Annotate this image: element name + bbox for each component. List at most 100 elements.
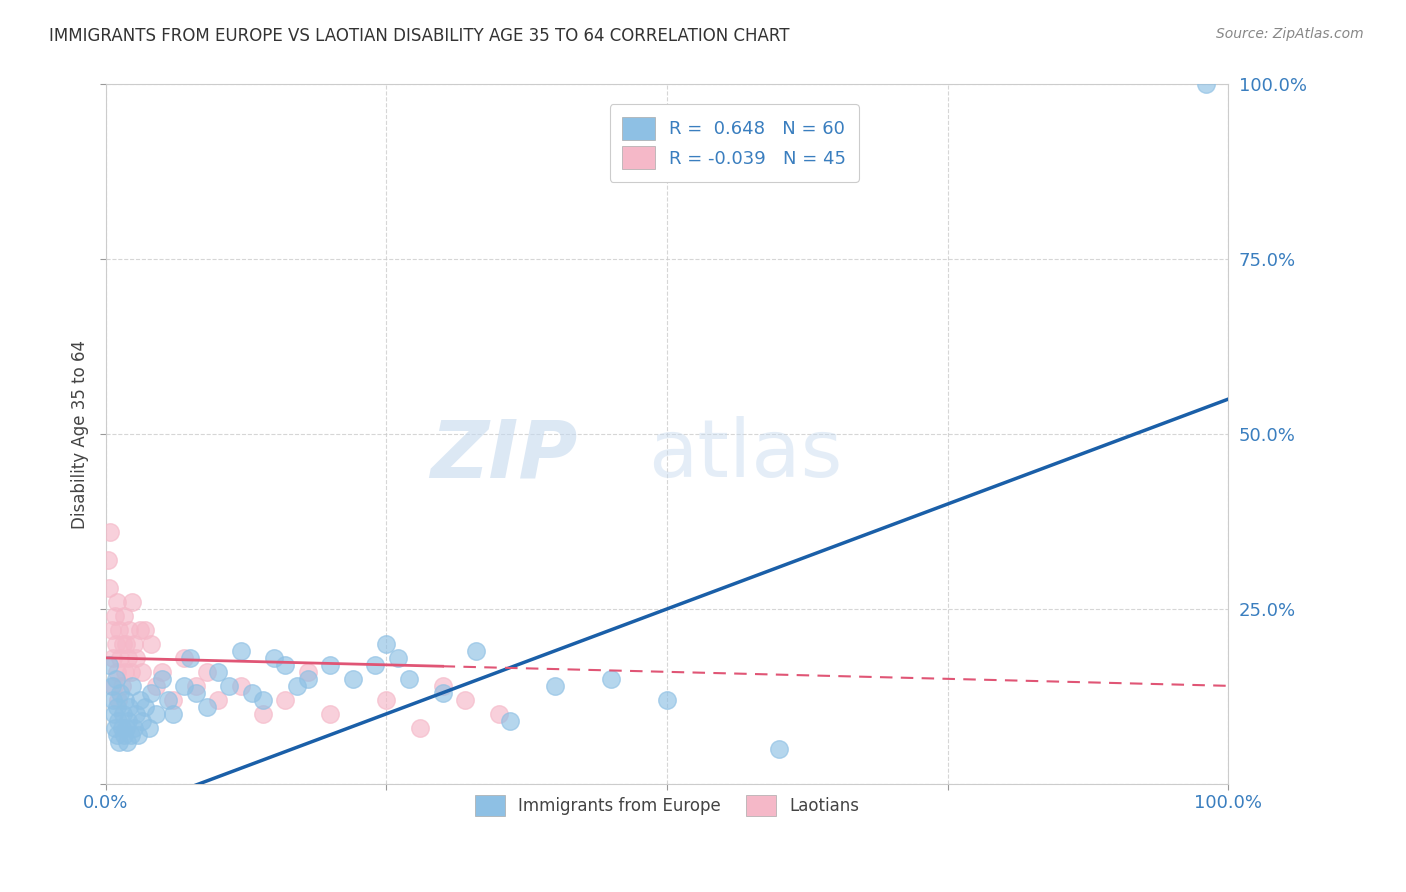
Point	[112, 728, 135, 742]
Point	[101, 651, 124, 665]
Point	[145, 679, 167, 693]
Point	[108, 623, 131, 637]
Point	[207, 665, 229, 679]
Point	[145, 706, 167, 721]
Point	[162, 706, 184, 721]
Point	[122, 721, 145, 735]
Point	[375, 637, 398, 651]
Point	[768, 741, 790, 756]
Point	[387, 651, 409, 665]
Point	[120, 665, 142, 679]
Point	[156, 693, 179, 707]
Point	[139, 637, 162, 651]
Point	[112, 608, 135, 623]
Point	[195, 665, 218, 679]
Point	[118, 699, 141, 714]
Point	[107, 714, 129, 728]
Point	[103, 706, 125, 721]
Point	[432, 679, 454, 693]
Point	[128, 623, 150, 637]
Point	[117, 651, 139, 665]
Point	[111, 721, 134, 735]
Point	[114, 665, 136, 679]
Point	[104, 721, 127, 735]
Point	[98, 581, 121, 595]
Point	[105, 637, 128, 651]
Point	[122, 637, 145, 651]
Point	[127, 728, 149, 742]
Point	[134, 699, 156, 714]
Point	[342, 672, 364, 686]
Point	[375, 693, 398, 707]
Point	[103, 679, 125, 693]
Point	[134, 623, 156, 637]
Point	[600, 672, 623, 686]
Point	[110, 686, 132, 700]
Point	[118, 623, 141, 637]
Point	[274, 693, 297, 707]
Legend: Immigrants from Europe, Laotians: Immigrants from Europe, Laotians	[467, 786, 868, 824]
Point	[107, 693, 129, 707]
Y-axis label: Disability Age 35 to 64: Disability Age 35 to 64	[72, 340, 89, 529]
Point	[100, 623, 122, 637]
Point	[115, 721, 138, 735]
Text: IMMIGRANTS FROM EUROPE VS LAOTIAN DISABILITY AGE 35 TO 64 CORRELATION CHART: IMMIGRANTS FROM EUROPE VS LAOTIAN DISABI…	[49, 27, 790, 45]
Point	[1195, 78, 1218, 92]
Point	[98, 657, 121, 672]
Point	[100, 679, 122, 693]
Point	[229, 679, 252, 693]
Point	[125, 706, 148, 721]
Point	[184, 686, 207, 700]
Point	[432, 686, 454, 700]
Point	[207, 693, 229, 707]
Point	[105, 728, 128, 742]
Point	[655, 693, 678, 707]
Point	[252, 693, 274, 707]
Point	[105, 595, 128, 609]
Point	[125, 651, 148, 665]
Point	[544, 679, 567, 693]
Point	[364, 657, 387, 672]
Point	[465, 644, 488, 658]
Point	[184, 679, 207, 693]
Point	[162, 693, 184, 707]
Point	[101, 693, 124, 707]
Point	[229, 644, 252, 658]
Point	[138, 721, 160, 735]
Point	[150, 665, 173, 679]
Point	[114, 693, 136, 707]
Point	[297, 672, 319, 686]
Point	[115, 735, 138, 749]
Point	[110, 651, 132, 665]
Point	[218, 679, 240, 693]
Point	[274, 657, 297, 672]
Point	[105, 665, 128, 679]
Point	[488, 706, 510, 721]
Point	[139, 686, 162, 700]
Point	[398, 672, 420, 686]
Point	[263, 651, 285, 665]
Text: Source: ZipAtlas.com: Source: ZipAtlas.com	[1216, 27, 1364, 41]
Point	[240, 686, 263, 700]
Point	[173, 679, 195, 693]
Point	[111, 706, 134, 721]
Point	[120, 728, 142, 742]
Point	[121, 679, 143, 693]
Point	[121, 595, 143, 609]
Point	[131, 665, 153, 679]
Point	[454, 693, 477, 707]
Point	[195, 699, 218, 714]
Point	[111, 679, 134, 693]
Point	[285, 679, 308, 693]
Point	[499, 714, 522, 728]
Text: ZIP: ZIP	[430, 416, 578, 494]
Point	[105, 699, 128, 714]
Point	[97, 553, 120, 567]
Point	[150, 672, 173, 686]
Point	[100, 524, 122, 539]
Point	[131, 714, 153, 728]
Text: atlas: atlas	[648, 416, 842, 494]
Point	[111, 637, 134, 651]
Point	[115, 637, 138, 651]
Point	[104, 608, 127, 623]
